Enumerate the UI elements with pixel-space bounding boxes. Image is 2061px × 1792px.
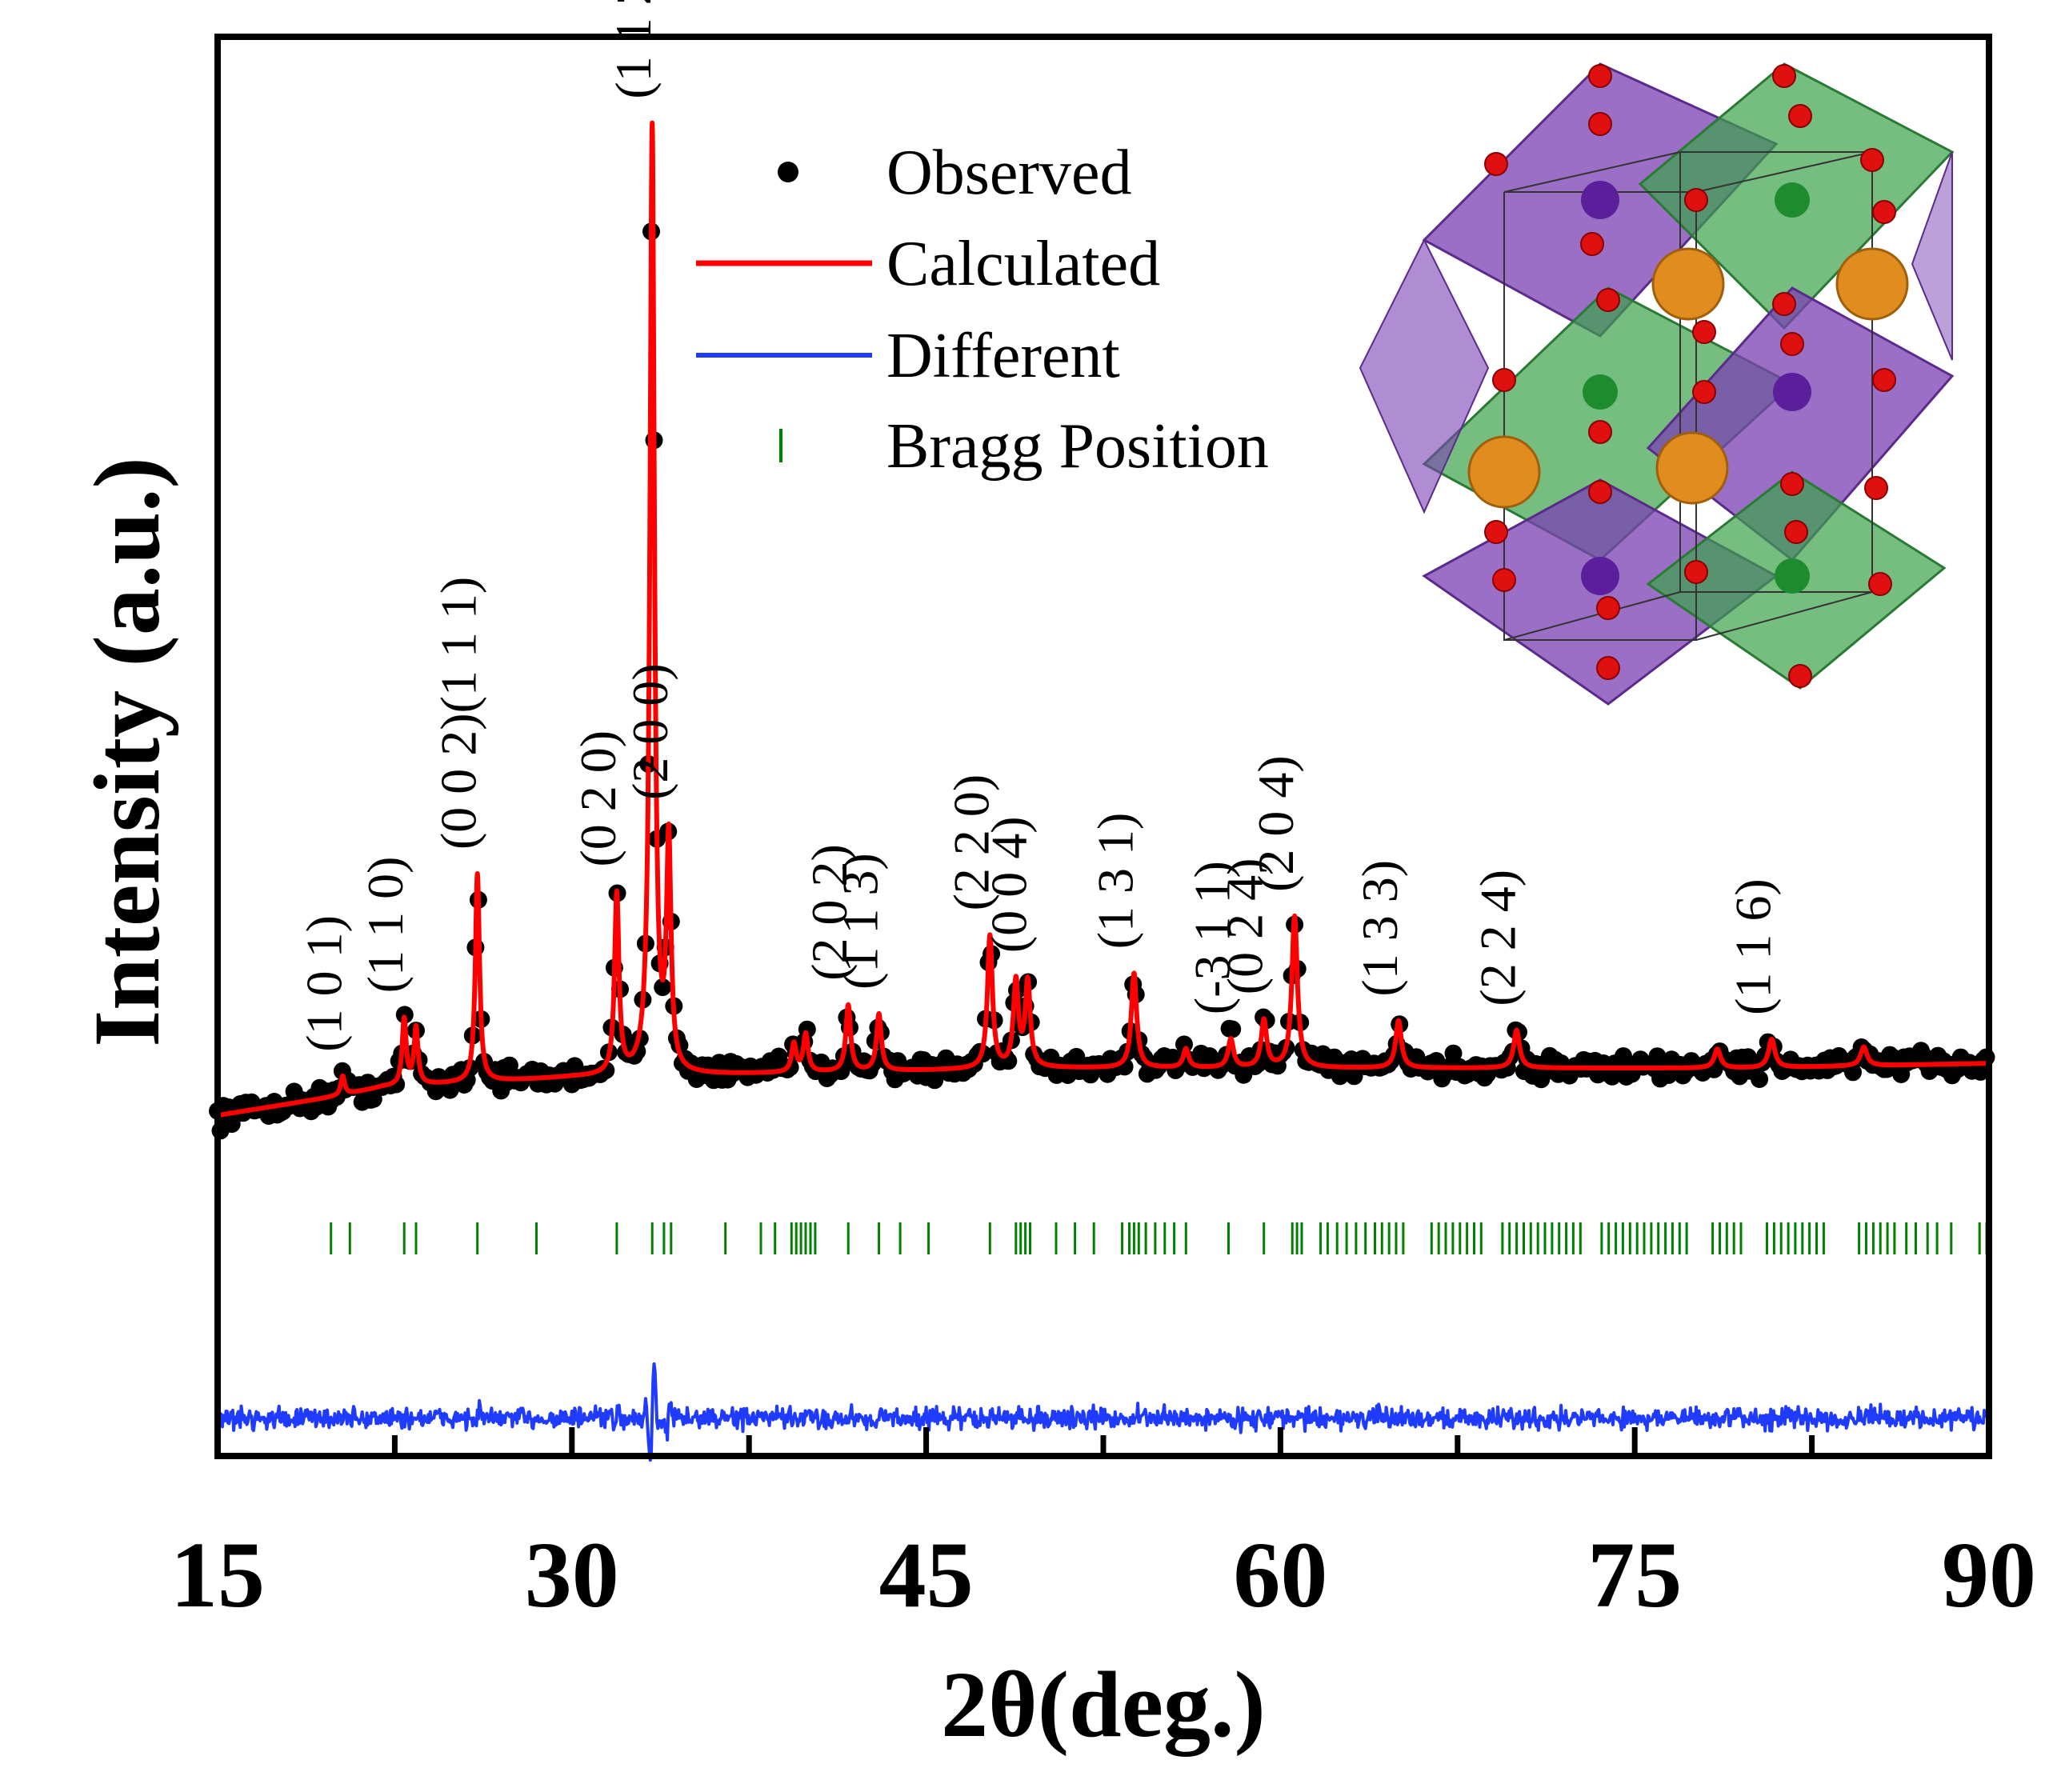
observed-point (1444, 1044, 1463, 1062)
a-atom-orange (1467, 435, 1541, 509)
hkl-label: (0 2 0) (570, 730, 626, 867)
x-tick-label: 15 (170, 1522, 265, 1627)
hkl-label: (1 1 0) (357, 857, 414, 994)
series-layer (209, 120, 1995, 1462)
a-atom-orange (1835, 247, 1909, 321)
legend-observed-label: Observed (886, 138, 1132, 208)
a-atom-orange (1655, 431, 1729, 505)
observed-point (1751, 1070, 1769, 1088)
observed-point (926, 1071, 944, 1090)
b-atom-purple (1581, 557, 1619, 595)
x-tick-label: 75 (1587, 1522, 1682, 1627)
hkl-label: (1 3 3) (1351, 860, 1408, 997)
x-tick-label: 45 (879, 1522, 974, 1627)
b-atom-purple (1581, 181, 1619, 219)
hkl-label: (1 1 3) (832, 853, 889, 990)
hkl-label: (2 2 4) (1470, 870, 1527, 1006)
observed-point (654, 978, 672, 997)
b-atom-green (1775, 182, 1810, 218)
observed-point (798, 1020, 816, 1038)
hkl-label: (1 1 2) (605, 0, 662, 99)
hkl-label: (1 1 6) (1724, 878, 1781, 1015)
x-tick-label: 30 (525, 1522, 619, 1627)
hkl-label: (0 0 4) (981, 816, 1038, 953)
b-atom-green (1775, 558, 1810, 594)
y-axis-label: Intensity (a.u.) (74, 457, 179, 1047)
plot-area (209, 34, 1995, 1462)
observed-point (1223, 1020, 1242, 1038)
hkl-label: (1 3 1) (1087, 813, 1143, 950)
x-axis-label: 2θ(deg.) (941, 1652, 1266, 1757)
a-atom-orange (1651, 247, 1725, 321)
legend-observed-marker (778, 162, 798, 182)
x-tick-label: 90 (1942, 1522, 2036, 1627)
legend-different-label: Different (886, 321, 1120, 391)
hkl-label: (2 0 4) (1247, 755, 1304, 892)
hkl-label: (0 0 2)(1 1 1) (430, 577, 487, 850)
b-atom-purple (1773, 373, 1811, 411)
observed-point (387, 1075, 406, 1094)
observed-point (500, 1056, 518, 1074)
x-tick-label: 60 (1233, 1522, 1327, 1627)
hkl-label: (2 0 0) (622, 663, 678, 800)
hkl-label: (1 0 1) (296, 915, 353, 1052)
legend-calculated-label: Calculated (886, 229, 1160, 299)
b-atom-green (1583, 374, 1618, 410)
legend-bragg-label: Bragg Position (886, 411, 1269, 482)
